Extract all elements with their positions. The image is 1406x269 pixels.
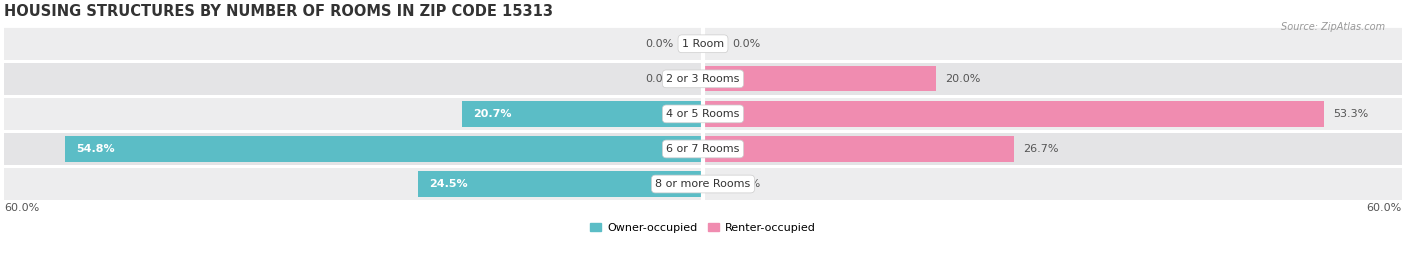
Bar: [4, 98, 1402, 130]
Bar: [703, 66, 936, 91]
Text: 4 or 5 Rooms: 4 or 5 Rooms: [666, 109, 740, 119]
Text: 53.3%: 53.3%: [1333, 109, 1368, 119]
Bar: [703, 136, 1014, 162]
Text: Source: ZipAtlas.com: Source: ZipAtlas.com: [1281, 22, 1385, 31]
Text: 0.0%: 0.0%: [733, 39, 761, 49]
Text: 0.0%: 0.0%: [645, 74, 673, 84]
Text: HOUSING STRUCTURES BY NUMBER OF ROOMS IN ZIP CODE 15313: HOUSING STRUCTURES BY NUMBER OF ROOMS IN…: [4, 4, 553, 19]
Text: 60.0%: 60.0%: [1367, 203, 1402, 213]
Bar: [4, 62, 1402, 95]
Text: 0.0%: 0.0%: [733, 179, 761, 189]
Text: 2 or 3 Rooms: 2 or 3 Rooms: [666, 74, 740, 84]
Bar: [65, 136, 703, 162]
Text: 24.5%: 24.5%: [429, 179, 468, 189]
Text: 0.0%: 0.0%: [645, 39, 673, 49]
Bar: [4, 27, 1402, 60]
Bar: [703, 101, 1324, 126]
Text: 1 Room: 1 Room: [682, 39, 724, 49]
Text: 8 or more Rooms: 8 or more Rooms: [655, 179, 751, 189]
Legend: Owner-occupied, Renter-occupied: Owner-occupied, Renter-occupied: [586, 218, 820, 237]
Text: 26.7%: 26.7%: [1024, 144, 1059, 154]
Text: 54.8%: 54.8%: [76, 144, 115, 154]
Text: 20.7%: 20.7%: [474, 109, 512, 119]
Text: 60.0%: 60.0%: [4, 203, 39, 213]
Text: 20.0%: 20.0%: [945, 74, 980, 84]
Bar: [463, 101, 703, 126]
Bar: [4, 133, 1402, 165]
Bar: [4, 168, 1402, 200]
Text: 6 or 7 Rooms: 6 or 7 Rooms: [666, 144, 740, 154]
Bar: [418, 171, 703, 197]
